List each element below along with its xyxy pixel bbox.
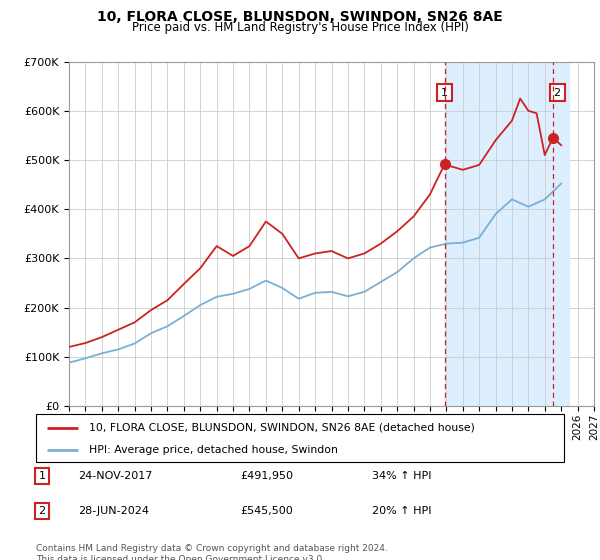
Text: 1: 1 bbox=[441, 87, 448, 97]
Text: Price paid vs. HM Land Registry's House Price Index (HPI): Price paid vs. HM Land Registry's House … bbox=[131, 21, 469, 34]
Text: 10, FLORA CLOSE, BLUNSDON, SWINDON, SN26 8AE (detached house): 10, FLORA CLOSE, BLUNSDON, SWINDON, SN26… bbox=[89, 423, 475, 433]
Text: £491,950: £491,950 bbox=[240, 471, 293, 481]
Text: 28-JUN-2024: 28-JUN-2024 bbox=[78, 506, 149, 516]
Text: 1: 1 bbox=[38, 471, 46, 481]
Text: HPI: Average price, detached house, Swindon: HPI: Average price, detached house, Swin… bbox=[89, 445, 338, 455]
Text: 2: 2 bbox=[554, 87, 560, 97]
Text: 10, FLORA CLOSE, BLUNSDON, SWINDON, SN26 8AE: 10, FLORA CLOSE, BLUNSDON, SWINDON, SN26… bbox=[97, 10, 503, 24]
Text: 34% ↑ HPI: 34% ↑ HPI bbox=[372, 471, 431, 481]
Text: Contains HM Land Registry data © Crown copyright and database right 2024.
This d: Contains HM Land Registry data © Crown c… bbox=[36, 544, 388, 560]
Text: £545,500: £545,500 bbox=[240, 506, 293, 516]
Bar bbox=[553, 62, 569, 406]
Text: 24-NOV-2017: 24-NOV-2017 bbox=[78, 471, 152, 481]
Text: 20% ↑ HPI: 20% ↑ HPI bbox=[372, 506, 431, 516]
Bar bbox=[445, 62, 569, 406]
Text: 2: 2 bbox=[38, 506, 46, 516]
